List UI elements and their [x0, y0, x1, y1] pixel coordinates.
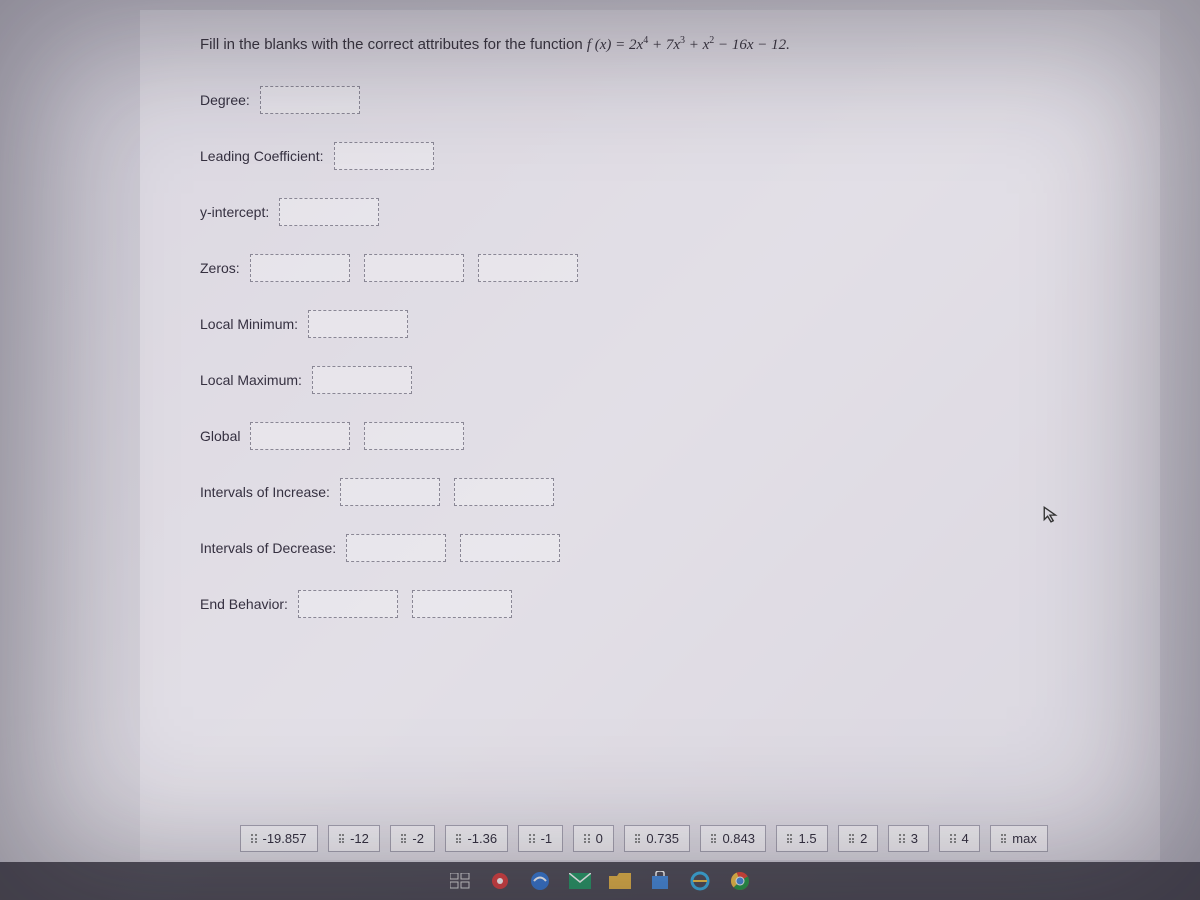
intervals-dec-row: Intervals of Decrease: [200, 534, 1130, 562]
local-min-dropzone[interactable] [308, 310, 408, 338]
zeros-dropzone-1[interactable] [250, 254, 350, 282]
zeros-row: Zeros: [200, 254, 1130, 282]
intervals-dec-dropzone-2[interactable] [460, 534, 560, 562]
answer-chip-10[interactable]: 3 [888, 825, 929, 852]
degree-label: Degree: [200, 92, 250, 108]
grip-icon [899, 834, 905, 843]
answer-chip-0[interactable]: -19.857 [240, 825, 318, 852]
grip-icon [635, 834, 641, 843]
grip-icon [529, 834, 535, 843]
intervals-inc-label: Intervals of Increase: [200, 484, 330, 500]
instruction-text: Fill in the blanks with the correct attr… [200, 35, 1130, 54]
answer-chip-label: 4 [962, 831, 969, 846]
function-lhs: f (x) = [587, 37, 629, 53]
function-expression: 2x4 + 7x3 + x2 − 16x − 12. [629, 37, 790, 53]
store-icon[interactable] [646, 867, 674, 895]
local-max-label: Local Maximum: [200, 372, 302, 388]
answer-chip-label: 0.735 [646, 831, 679, 846]
intervals-inc-dropzone-1[interactable] [340, 478, 440, 506]
answer-chip-label: 3 [911, 831, 918, 846]
grip-icon [339, 834, 345, 843]
global-dropzone-2[interactable] [364, 422, 464, 450]
degree-row: Degree: [200, 86, 1130, 114]
ie-icon[interactable] [686, 867, 714, 895]
answer-chip-label: 0 [596, 831, 603, 846]
answer-chip-3[interactable]: -1.36 [445, 825, 508, 852]
grip-icon [950, 834, 956, 843]
chrome-icon[interactable] [726, 867, 754, 895]
answer-chip-6[interactable]: 0.735 [624, 825, 690, 852]
answer-bank: -19.857 -12 -2 -1.36 -1 0 0.735 0.843 1.5 2 3 4 max [240, 825, 1170, 852]
intervals-dec-dropzone-1[interactable] [346, 534, 446, 562]
answer-chip-label: -19.857 [263, 831, 307, 846]
answer-chip-label: max [1012, 831, 1037, 846]
settings-icon[interactable] [486, 867, 514, 895]
grip-icon [787, 834, 793, 843]
zeros-label: Zeros: [200, 260, 240, 276]
files-icon[interactable] [606, 867, 634, 895]
leading-coef-dropzone[interactable] [334, 142, 434, 170]
intervals-dec-label: Intervals of Decrease: [200, 540, 336, 556]
global-label: Global [200, 428, 240, 444]
leading-coef-label: Leading Coefficient: [200, 148, 324, 164]
zeros-dropzone-3[interactable] [478, 254, 578, 282]
answer-chip-12[interactable]: max [990, 825, 1048, 852]
end-behavior-row: End Behavior: [200, 590, 1130, 618]
edge-icon[interactable] [526, 867, 554, 895]
cursor-icon [1042, 505, 1060, 523]
intervals-inc-row: Intervals of Increase: [200, 478, 1130, 506]
global-row: Global [200, 422, 1130, 450]
intervals-inc-dropzone-2[interactable] [454, 478, 554, 506]
zeros-dropzone-2[interactable] [364, 254, 464, 282]
mail-icon[interactable] [566, 867, 594, 895]
answer-chip-label: 2 [860, 831, 867, 846]
local-max-dropzone[interactable] [312, 366, 412, 394]
local-max-row: Local Maximum: [200, 366, 1130, 394]
answer-chip-label: -1.36 [467, 831, 497, 846]
answer-chip-1[interactable]: -12 [328, 825, 380, 852]
leading-coef-row: Leading Coefficient: [200, 142, 1130, 170]
end-behavior-dropzone-2[interactable] [412, 590, 512, 618]
answer-chip-2[interactable]: -2 [390, 825, 435, 852]
taskbar [0, 862, 1200, 900]
answer-chip-label: 1.5 [798, 831, 816, 846]
local-min-row: Local Minimum: [200, 310, 1130, 338]
instruction-prefix: Fill in the blanks with the correct attr… [200, 36, 587, 53]
grip-icon [711, 834, 717, 843]
global-dropzone-1[interactable] [250, 422, 350, 450]
grip-icon [1001, 834, 1007, 843]
answer-chip-9[interactable]: 2 [838, 825, 879, 852]
answer-chip-5[interactable]: 0 [573, 825, 614, 852]
answer-chip-7[interactable]: 0.843 [700, 825, 766, 852]
answer-chip-11[interactable]: 4 [939, 825, 980, 852]
answer-chip-label: -12 [350, 831, 369, 846]
grip-icon [849, 834, 855, 843]
worksheet-panel: Fill in the blanks with the correct attr… [140, 10, 1160, 860]
answer-chip-label: -2 [412, 831, 424, 846]
answer-chip-label: -1 [541, 831, 553, 846]
degree-dropzone[interactable] [260, 86, 360, 114]
grip-icon [401, 834, 407, 843]
y-intercept-label: y-intercept: [200, 204, 269, 220]
grip-icon [251, 834, 257, 843]
end-behavior-dropzone-1[interactable] [298, 590, 398, 618]
local-min-label: Local Minimum: [200, 316, 298, 332]
answer-chip-8[interactable]: 1.5 [776, 825, 828, 852]
y-intercept-row: y-intercept: [200, 198, 1130, 226]
y-intercept-dropzone[interactable] [279, 198, 379, 226]
answer-chip-4[interactable]: -1 [518, 825, 563, 852]
answer-chip-label: 0.843 [722, 831, 755, 846]
grip-icon [584, 834, 590, 843]
end-behavior-label: End Behavior: [200, 596, 288, 612]
grip-icon [456, 834, 462, 843]
task-view-icon[interactable] [446, 867, 474, 895]
